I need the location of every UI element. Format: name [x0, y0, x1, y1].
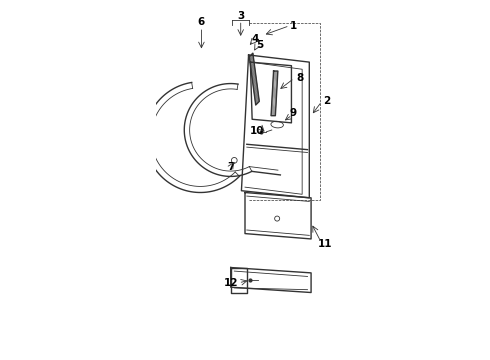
- Text: 7: 7: [228, 162, 235, 172]
- Text: 8: 8: [297, 73, 304, 83]
- Text: 1: 1: [290, 21, 297, 31]
- Text: 9: 9: [290, 108, 297, 118]
- Text: 2: 2: [323, 96, 330, 107]
- Text: 4: 4: [251, 34, 259, 44]
- Text: 12: 12: [224, 278, 239, 288]
- Text: 6: 6: [198, 17, 205, 27]
- Text: 10: 10: [250, 126, 265, 136]
- Text: 5: 5: [256, 40, 264, 50]
- Text: 3: 3: [237, 12, 245, 21]
- Text: 11: 11: [318, 239, 333, 249]
